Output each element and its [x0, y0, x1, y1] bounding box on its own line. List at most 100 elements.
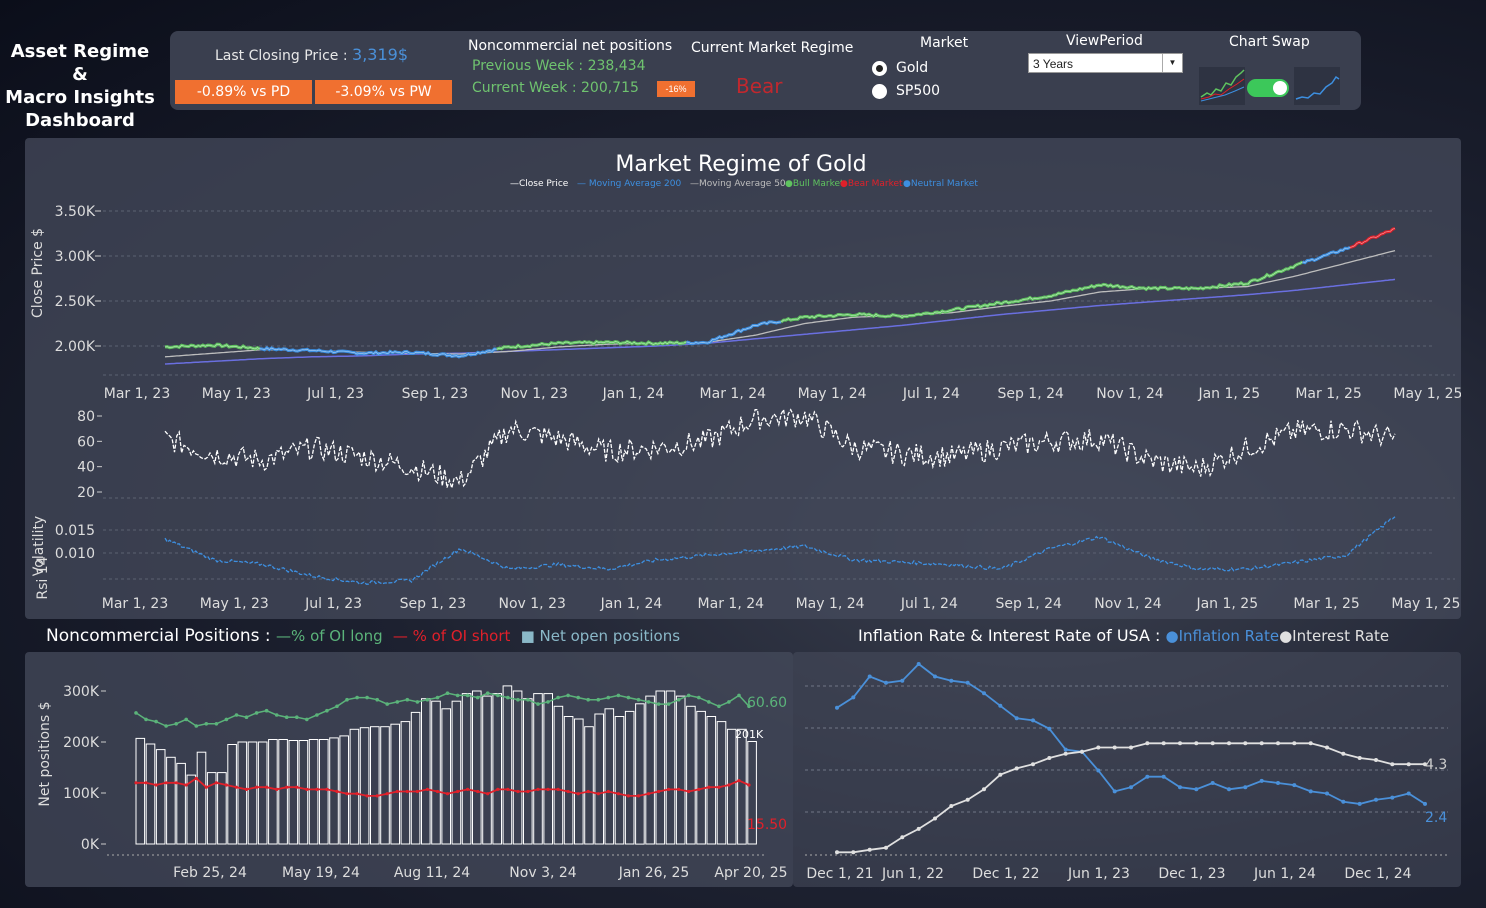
net-position-bar [370, 726, 380, 845]
oi-short-point [184, 783, 188, 787]
close-price-segment [780, 260, 1304, 324]
oi-short-point [596, 792, 600, 796]
interest-point [1145, 741, 1150, 746]
rates-x-tick-label: Jun 1, 24 [1253, 866, 1316, 882]
oi-long-point [465, 693, 470, 698]
oi-long-point [506, 695, 510, 700]
net-position-bar [614, 716, 625, 845]
close-price-line [496, 341, 687, 350]
view-period-title: ViewPeriod [1066, 33, 1143, 49]
oi-short-point [365, 794, 369, 798]
view-period-value: 3 Years [1033, 57, 1074, 71]
legend-item: —Close Price [510, 179, 569, 189]
nc-x-tick-label: Aug 11, 24 [394, 865, 470, 881]
interest-point [1047, 756, 1052, 760]
net-position-bar [237, 741, 248, 845]
net-position-bar [472, 690, 482, 845]
oi-long-point [747, 704, 751, 709]
oi-short-point [265, 785, 269, 789]
oi-long-point [234, 713, 239, 717]
oi-short-point [234, 785, 239, 789]
price-tick-label: 2.50K [55, 294, 96, 310]
close-price-segment [259, 345, 497, 359]
nc-x-tick-label: Feb 25, 24 [173, 865, 247, 881]
oi-long-point [697, 695, 701, 700]
oi-long-point [335, 704, 339, 709]
oi-long-point [666, 702, 671, 706]
net-position-bar [298, 740, 309, 845]
oi-short-point [395, 789, 399, 794]
current-week-value: Current Week : 200,715 [472, 80, 639, 96]
interest-point [982, 787, 986, 792]
noncommercial-chart[interactable]: Net positions $ 300K 200K 100K 0K 201K 60.60 1… [25, 652, 793, 887]
price-x-tick-label: Sep 1, 23 [402, 386, 468, 402]
oi-short-point [285, 785, 289, 789]
title-line-3: Dashboard [25, 110, 135, 131]
oi-long-point [576, 695, 580, 700]
inflation-point [998, 703, 1003, 708]
oi-long-point [496, 693, 500, 698]
oi-long-point [224, 717, 229, 722]
oi-short-point [626, 794, 631, 798]
legend-item: — Moving Average 200 [577, 179, 682, 189]
oi-long-point [606, 695, 611, 700]
oi-short-point [566, 789, 570, 794]
oi-long-point [254, 711, 259, 715]
oi-long-point [194, 724, 199, 728]
oi-short-line [136, 777, 750, 797]
volatility-x-tick-label: Nov 1, 24 [1094, 596, 1161, 612]
net-position-bar [308, 739, 319, 845]
market-option-sp500[interactable]: SP500 [872, 81, 940, 101]
oi-short-point [355, 792, 359, 796]
inflation-point [949, 678, 954, 683]
oi-short-point [646, 792, 651, 796]
oi-short-point [667, 787, 671, 791]
close-price-line [1302, 247, 1351, 264]
oi-short-point [405, 789, 409, 794]
net-position-bar [206, 772, 217, 845]
interest-point [851, 850, 856, 855]
net-position-bar [451, 700, 462, 845]
net-position-bar [410, 711, 421, 845]
chart-swap-toggle[interactable] [1247, 79, 1289, 97]
radio-unselected-icon[interactable] [872, 83, 887, 99]
interest-point [949, 804, 954, 808]
interest-point [1161, 741, 1166, 746]
radio-selected-icon[interactable] [872, 60, 887, 76]
line-plain-thumbnail-icon[interactable] [1294, 67, 1340, 105]
oi-long-point [305, 717, 309, 722]
legend-item: ●Neutral Market [903, 179, 978, 189]
net-position-bar [349, 728, 360, 845]
oi-short-point [305, 787, 309, 791]
dropdown-arrow-icon[interactable]: ▼ [1162, 54, 1182, 72]
line-regime-thumbnail-icon[interactable] [1199, 67, 1245, 105]
volatility-x-tick-label: May 1, 25 [1391, 596, 1460, 612]
oi-long-point [315, 713, 319, 717]
price-axes: 3.50K 3.00K 2.50K 2.00K Mar 1, 23 May 1, 23 Ju… [55, 204, 1463, 402]
interest-point [1325, 745, 1329, 750]
rsi-tick-label: 20 [77, 485, 95, 501]
net-position-bar [665, 690, 676, 845]
inflation-point [1227, 787, 1231, 792]
rates-chart[interactable]: 2.4 4.3 Dec 1, 21 Jun 1, 22 Dec 1, 22 Jun 1, … [793, 652, 1461, 887]
title-line-1: Asset Regime & [10, 41, 150, 85]
interest-point [1063, 751, 1068, 756]
oi-short-point [737, 779, 741, 783]
market-option-gold[interactable]: Gold [872, 58, 928, 78]
market-regime-chart[interactable]: Market Regime of Gold —Close Price — Movi… [25, 138, 1463, 619]
oi-short-point [164, 781, 168, 785]
last-short-label: 15.50 [747, 817, 787, 833]
view-period-select[interactable]: 3 Years ▼ [1028, 53, 1183, 73]
net-position-bar [359, 727, 370, 845]
oi-short-point [466, 787, 470, 791]
oi-long-point [164, 724, 168, 728]
net-position-bar [482, 695, 492, 845]
legend-inflation: ●Inflation Rate [1165, 627, 1280, 645]
oi-long-point [737, 693, 741, 698]
volatility-x-tick-label: Mar 1, 25 [1293, 596, 1360, 612]
volatility-x-tick-label: Jan 1, 25 [1195, 596, 1258, 612]
volatility-line [164, 516, 1396, 585]
interest-point [1259, 741, 1264, 746]
interest-last-label: 4.3 [1425, 757, 1447, 773]
price-x-tick-label: Nov 1, 23 [500, 386, 567, 402]
